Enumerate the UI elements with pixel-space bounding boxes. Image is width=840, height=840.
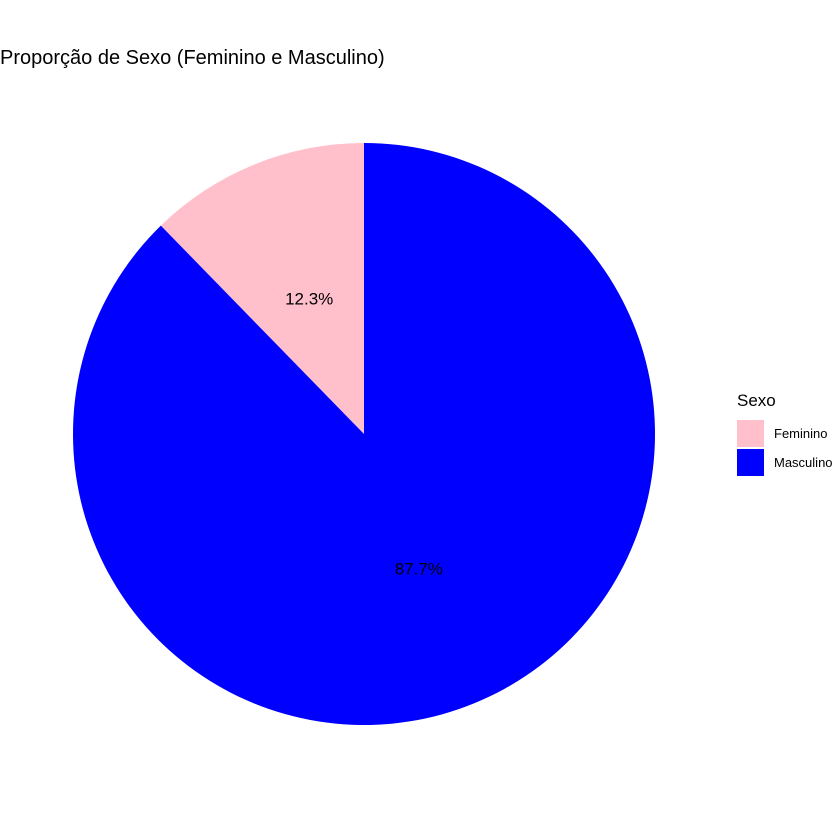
legend: Sexo Feminino Masculino bbox=[737, 391, 833, 477]
slice-label-feminino: 12.3% bbox=[285, 290, 333, 309]
legend-title: Sexo bbox=[737, 391, 776, 410]
legend-key-feminino bbox=[737, 420, 764, 447]
legend-item-feminino: Feminino bbox=[737, 419, 833, 448]
pie-slice-feminino bbox=[160, 143, 364, 434]
slice-label-masculino: 87.7% bbox=[395, 559, 443, 578]
chart-title: Proporção de Sexo (Feminino e Masculino) bbox=[0, 47, 385, 69]
legend-label-feminino: Feminino bbox=[774, 426, 828, 441]
pie-slice-masculino bbox=[73, 143, 656, 725]
legend-label-masculino: Masculino bbox=[774, 455, 833, 470]
legend-item-masculino: Masculino bbox=[737, 448, 833, 477]
legend-key-masculino bbox=[737, 449, 764, 476]
